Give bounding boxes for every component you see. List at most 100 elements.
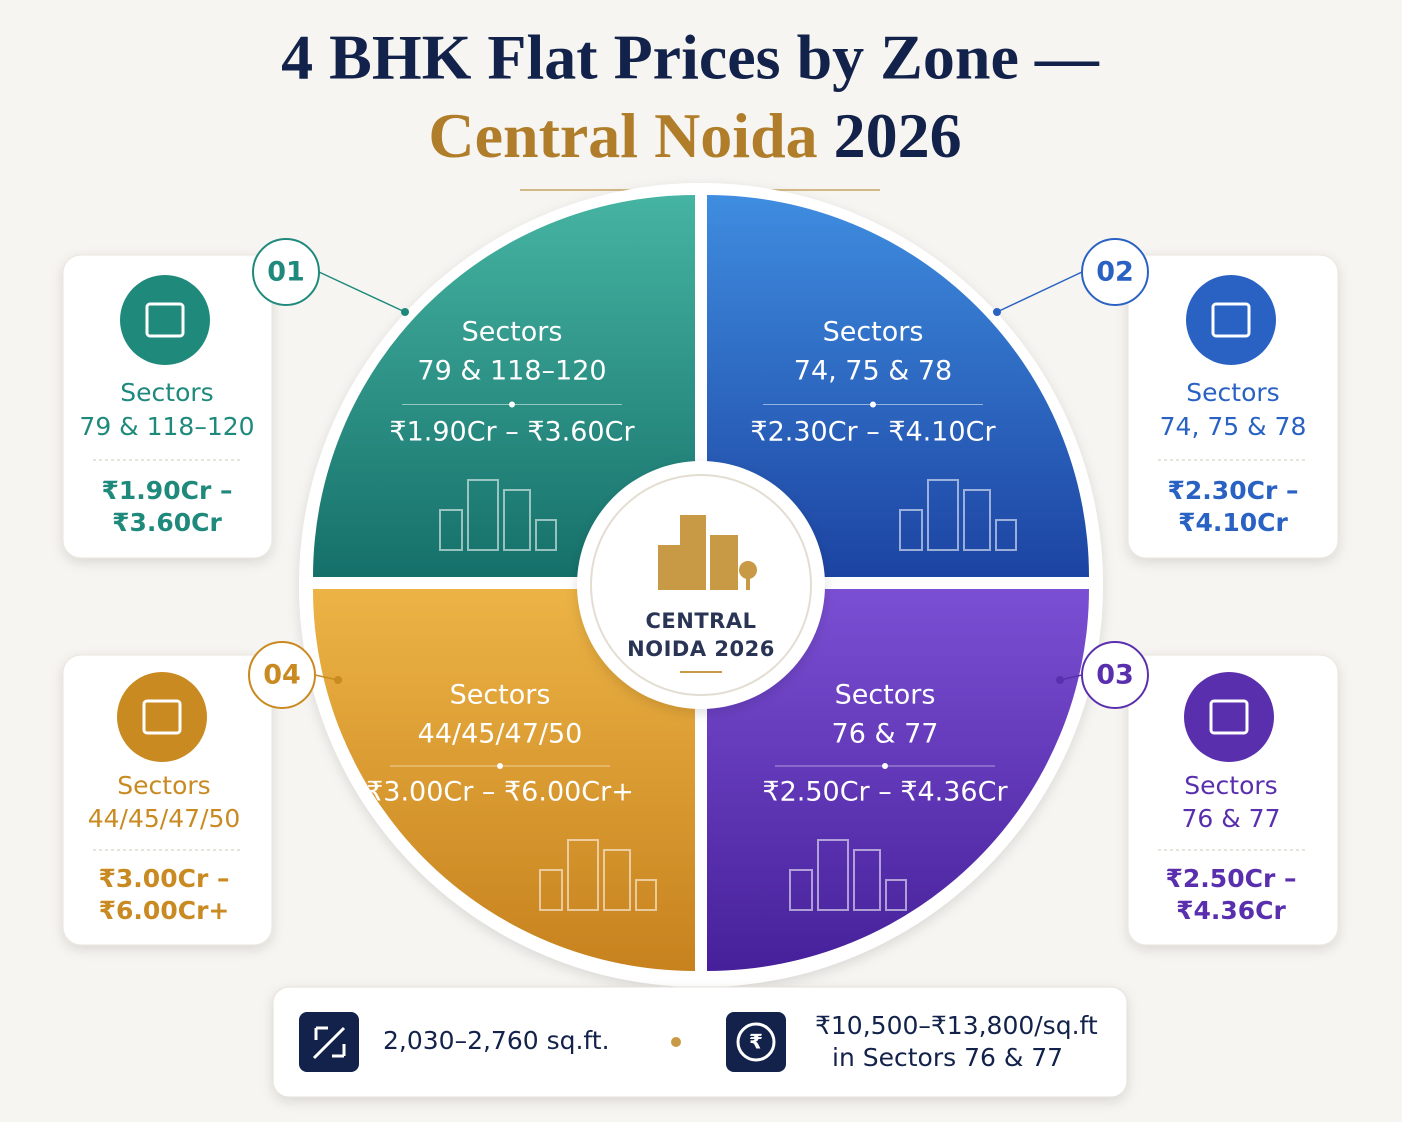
card-sectors: 44/45/47/50: [88, 804, 241, 833]
zone: Sectors 76 & 77 ₹2.50Cr – ₹4.36Cr Sectors 76…: [707, 589, 1339, 971]
card-price-line-2: ₹4.36Cr: [1176, 896, 1286, 925]
card-price-line-2: ₹4.10Cr: [1178, 508, 1288, 537]
zone-divider-dot: [497, 763, 503, 769]
building: [539, 869, 563, 911]
zone-divider-dot: [882, 763, 888, 769]
connector: [318, 271, 406, 313]
connector: [996, 271, 1083, 313]
zone-number: 03: [1096, 660, 1134, 691]
zone: Sectors 74, 75 & 78 ₹2.30Cr – ₹4.10Cr Secto…: [707, 195, 1339, 577]
building: [853, 849, 881, 911]
building: [603, 849, 631, 911]
zone-divider-dot: [509, 401, 515, 408]
title-line-1: 4 BHK Flat Prices by Zone —: [281, 22, 1100, 93]
zone-quadrant: [313, 589, 695, 971]
zone-card-icon-glyph: [1209, 699, 1249, 735]
zone-number: 04: [263, 660, 301, 691]
footer-rate-line-2: in Sectors 76 & 77: [832, 1043, 1063, 1072]
zone-number: 01: [267, 257, 305, 288]
card-sectors: 74, 75 & 78: [1160, 412, 1307, 441]
zone-card-icon: [120, 275, 210, 365]
title-line-2: Central Noida 2026: [428, 100, 961, 171]
zone-card: [1127, 654, 1339, 946]
zone-sectors: 74, 75 & 78: [794, 356, 952, 387]
connector-dot: [993, 308, 1001, 316]
zone-number-badge: [252, 238, 320, 306]
zone-card-icon-glyph: [142, 699, 182, 735]
zone-buildings: [439, 479, 557, 551]
building: [635, 879, 657, 911]
zone-price: ₹2.30Cr – ₹4.10Cr: [750, 417, 996, 448]
card-price-line-1: ₹2.30Cr –: [1168, 476, 1299, 505]
building: [927, 479, 959, 551]
footer-rate-line-1: ₹10,500–₹13,800/sq.ft: [815, 1011, 1098, 1040]
connector-dot: [1056, 676, 1064, 684]
rate-icon-symbol: ₹: [749, 1030, 763, 1054]
building: [439, 509, 463, 551]
footer-separator: [671, 1037, 681, 1047]
card-price-line-1: ₹1.90Cr –: [102, 476, 233, 505]
building: [963, 489, 991, 551]
zone-price: ₹1.90Cr – ₹3.60Cr: [389, 417, 635, 448]
connector-dot: [401, 308, 409, 316]
zone-sectors: 44/45/47/50: [418, 719, 583, 750]
zone-card-icon-glyph: [1211, 302, 1251, 338]
card-price-line-1: ₹3.00Cr –: [99, 864, 230, 893]
zone: Sectors 44/45/47/50 ₹3.00Cr – ₹6.00Cr+ Sect…: [62, 589, 695, 971]
connector-dot: [334, 676, 342, 684]
zone-sectors: 76 & 77: [832, 719, 939, 750]
card-sectors: 79 & 118–120: [79, 412, 254, 441]
area-icon-glyph: [312, 1026, 346, 1060]
building: [789, 869, 813, 911]
zone-quadrant: [313, 195, 695, 577]
zone-quadrant: [707, 589, 1089, 971]
zone-buildings: [789, 839, 907, 911]
zone-card-icon: [117, 672, 207, 762]
zone-card: [62, 254, 273, 559]
building: [817, 839, 849, 911]
zone-card: [62, 654, 273, 946]
zone-card-icon-glyph: [145, 302, 185, 338]
zone-price: ₹3.00Cr – ₹6.00Cr+: [366, 777, 634, 808]
zone-buildings: [899, 479, 1017, 551]
building: [535, 519, 557, 551]
zones: Sectors 79 & 118–120 ₹1.90Cr – ₹3.60Cr Sect…: [62, 195, 1339, 971]
title-year: 2026: [834, 100, 962, 171]
footer-area: 2,030–2,760 sq.ft.: [383, 1026, 610, 1055]
zone-number-badge: [1081, 641, 1149, 709]
zone-number-badge: [1081, 238, 1149, 306]
rate-icon: [726, 1012, 786, 1072]
card-sectors-label: Sectors: [1186, 378, 1279, 407]
zone-quadrant: [707, 195, 1089, 577]
zone-sectors-label: Sectors: [823, 317, 924, 348]
zone-number: 02: [1096, 257, 1134, 288]
card-price-line-2: ₹3.60Cr: [112, 508, 222, 537]
zone-divider-dot: [870, 401, 876, 408]
card-sectors-label: Sectors: [1184, 771, 1277, 800]
center-building-icon: [658, 515, 757, 590]
rate-icon-glyph: [736, 1022, 776, 1062]
zone-sectors-label: Sectors: [450, 680, 551, 711]
building: [995, 519, 1017, 551]
building: [467, 479, 499, 551]
card-sectors-label: Sectors: [117, 771, 210, 800]
zone-buildings: [539, 839, 657, 911]
zone-sectors-label: Sectors: [462, 317, 563, 348]
zone-price: ₹2.50Cr – ₹4.36Cr: [762, 777, 1008, 808]
zone-card-icon: [1186, 275, 1276, 365]
card-price-line-1: ₹2.50Cr –: [1166, 864, 1297, 893]
card-price-line-2: ₹6.00Cr+: [99, 896, 230, 925]
zone: Sectors 79 & 118–120 ₹1.90Cr – ₹3.60Cr Sect…: [62, 195, 695, 577]
building: [885, 879, 907, 911]
building: [567, 839, 599, 911]
footer-box: [272, 986, 1128, 1098]
center-line-1: CENTRAL: [646, 609, 757, 633]
zone-sectors: 79 & 118–120: [417, 356, 606, 387]
building: [899, 509, 923, 551]
zone-sectors-label: Sectors: [835, 680, 936, 711]
card-sectors: 76 & 77: [1181, 804, 1280, 833]
zone-card: [1127, 254, 1339, 559]
zone-number-badge: [248, 641, 316, 709]
title-highlight: Central Noida: [428, 100, 817, 171]
